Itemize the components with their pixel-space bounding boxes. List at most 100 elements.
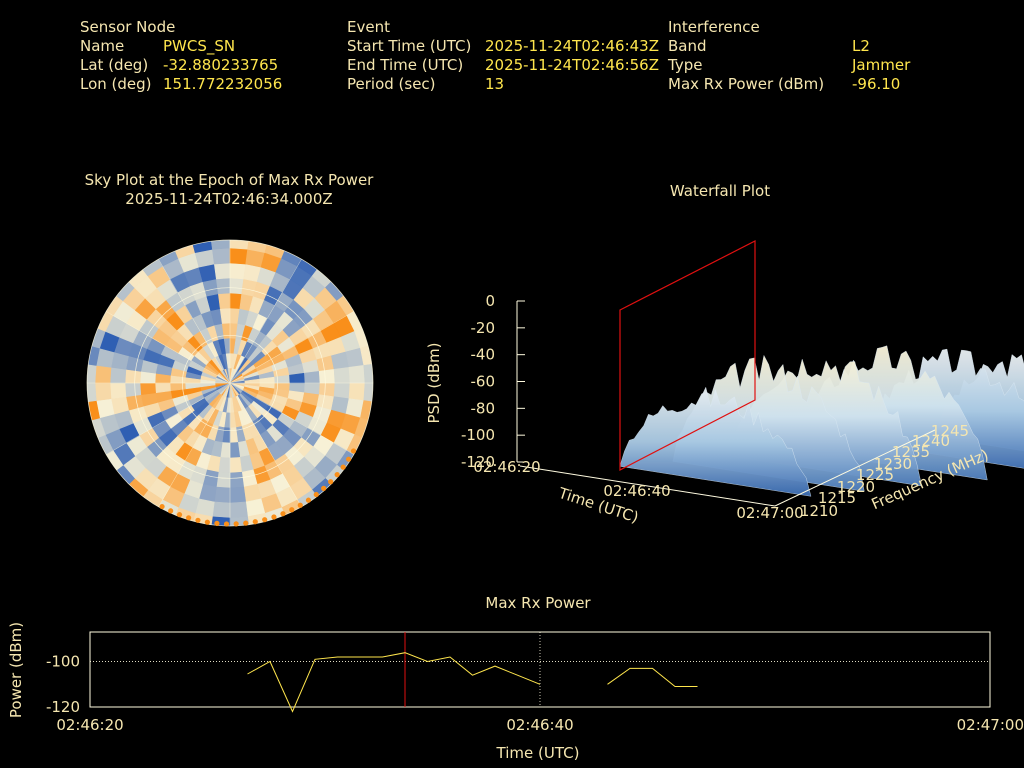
sensor-name-value: PWCS_SN	[163, 37, 236, 55]
power-xlabel: Time (UTC)	[496, 744, 580, 762]
waterfall-zlabel: PSD (dBm)	[425, 342, 443, 423]
sky-cell	[348, 365, 366, 384]
waterfall-time-tick-label: 02:46:40	[603, 482, 670, 500]
event-start-value: 2025-11-24T02:46:43Z	[485, 37, 659, 55]
sky-cell	[229, 262, 247, 280]
sky-plot-title: Sky Plot at the Epoch of Max Rx Power	[84, 171, 374, 189]
waterfall-plot: Waterfall Plot 0 -20 -40 -60 -80 -100 -120 02:…	[425, 182, 1024, 527]
sky-satellite-marker	[195, 517, 201, 523]
sky-cell	[94, 365, 112, 384]
sky-satellite-marker	[313, 491, 319, 498]
sky-satellite-marker	[214, 520, 220, 526]
waterfall-freq-tick-label: 1225	[856, 466, 894, 484]
sensor-lon-value: 151.772232056	[163, 75, 283, 93]
waterfall-z-axis: 0 -20 -40 -60 -80 -100 -120	[461, 292, 525, 471]
power-grid	[90, 632, 990, 707]
interference-power-value: -96.10	[852, 75, 901, 93]
waterfall-freq-tick-label: 1230	[874, 455, 912, 473]
sky-cell	[109, 366, 127, 384]
sensor-title: Sensor Node	[80, 18, 176, 36]
interference-title: Interference	[668, 18, 760, 36]
power-y-tick-label: -100	[46, 653, 80, 671]
sky-cell	[229, 277, 245, 295]
waterfall-ridge	[619, 386, 812, 497]
sky-satellite-marker	[297, 502, 303, 508]
sky-spoke	[106, 311, 231, 384]
waterfall-surface	[619, 240, 1024, 497]
sky-cell	[229, 501, 248, 519]
sky-satellite-marker	[346, 456, 352, 462]
sky-cell	[217, 292, 231, 309]
sky-satellite-marker	[328, 479, 334, 485]
sky-satellite-marker	[186, 515, 192, 521]
waterfall-z-tick-label: -80	[471, 399, 496, 417]
sky-cell	[212, 247, 231, 265]
sky-cell	[229, 442, 241, 459]
sky-satellite-marker	[305, 497, 312, 503]
sky-cell	[363, 363, 373, 384]
sky-cell	[154, 382, 171, 394]
waterfall-time-axis	[519, 465, 776, 507]
interference-type-label: Type	[668, 56, 703, 74]
interference-type-value: Jammer	[852, 56, 911, 74]
sky-satellite-marker	[176, 512, 183, 518]
sky-cell	[87, 382, 97, 403]
waterfall-z-tick-label: -20	[471, 319, 496, 337]
sky-cell	[219, 307, 231, 324]
sky-plot-grid	[86, 239, 374, 527]
waterfall-title: Waterfall Plot	[670, 182, 770, 200]
sky-cell	[333, 366, 351, 384]
waterfall-epoch-marker	[619, 240, 756, 471]
interference-band-value: L2	[852, 37, 870, 55]
sky-satellite-marker	[223, 521, 230, 527]
sky-spoke	[229, 382, 354, 455]
sensor-lat-value: -32.880233765	[163, 56, 279, 74]
sky-cell	[318, 382, 336, 398]
sky-cell	[124, 368, 142, 384]
waterfall-freq-tick-label: 1215	[818, 489, 856, 507]
waterfall-freq-tick-label: 1235	[892, 443, 930, 461]
sky-satellite-marker	[204, 519, 210, 525]
sky-cell	[304, 370, 321, 384]
power-ylabel: Power (dBm)	[7, 622, 25, 718]
event-end-value: 2025-11-24T02:46:56Z	[485, 56, 659, 74]
sky-cell	[215, 277, 231, 295]
event-title: Event	[347, 18, 390, 36]
waterfall-freq-tick-label: 1245	[931, 422, 969, 440]
sensor-lon-label: Lon (deg)	[80, 75, 152, 93]
sky-cell	[109, 382, 127, 400]
sky-cell	[333, 382, 351, 400]
sky-satellite-marker	[289, 507, 295, 513]
power-x-tick-label: 02:46:40	[506, 716, 573, 734]
waterfall-freq-tick-label: 1210	[800, 502, 838, 520]
sky-plot-subtitle: 2025-11-24T02:46:34.000Z	[125, 190, 333, 208]
power-series-line	[607, 667, 698, 687]
sky-satellite-marker	[262, 517, 268, 523]
sky-cell	[229, 240, 250, 250]
power-y-tick-label: -120	[46, 698, 80, 716]
waterfall-z-tick-label: -40	[471, 346, 496, 364]
interference-power-label: Max Rx Power (dBm)	[668, 75, 825, 93]
sky-spoke	[229, 311, 354, 384]
sky-cell	[318, 368, 336, 384]
power-title: Max Rx Power	[485, 594, 591, 612]
event-period-value: 13	[485, 75, 505, 93]
sky-spoke	[229, 259, 302, 384]
sky-satellite-marker	[252, 519, 258, 525]
event-period-label: Period (sec)	[347, 75, 436, 93]
sky-satellite-marker	[233, 521, 239, 527]
sky-cell	[229, 247, 248, 265]
sky-satellite-marker	[340, 464, 346, 470]
waterfall-freq-tick-label: 1220	[837, 478, 875, 496]
sky-spoke	[158, 382, 231, 507]
event-end-label: End Time (UTC)	[347, 56, 464, 74]
sky-satellite-marker	[280, 511, 286, 517]
sky-spoke	[158, 259, 231, 384]
sky-satellite-marker	[321, 485, 327, 491]
sky-cell	[215, 471, 231, 489]
waterfall-base-axes	[519, 429, 936, 507]
sky-cell	[94, 382, 112, 401]
sky-cell	[229, 471, 245, 489]
waterfall-freq-axis	[774, 429, 936, 507]
